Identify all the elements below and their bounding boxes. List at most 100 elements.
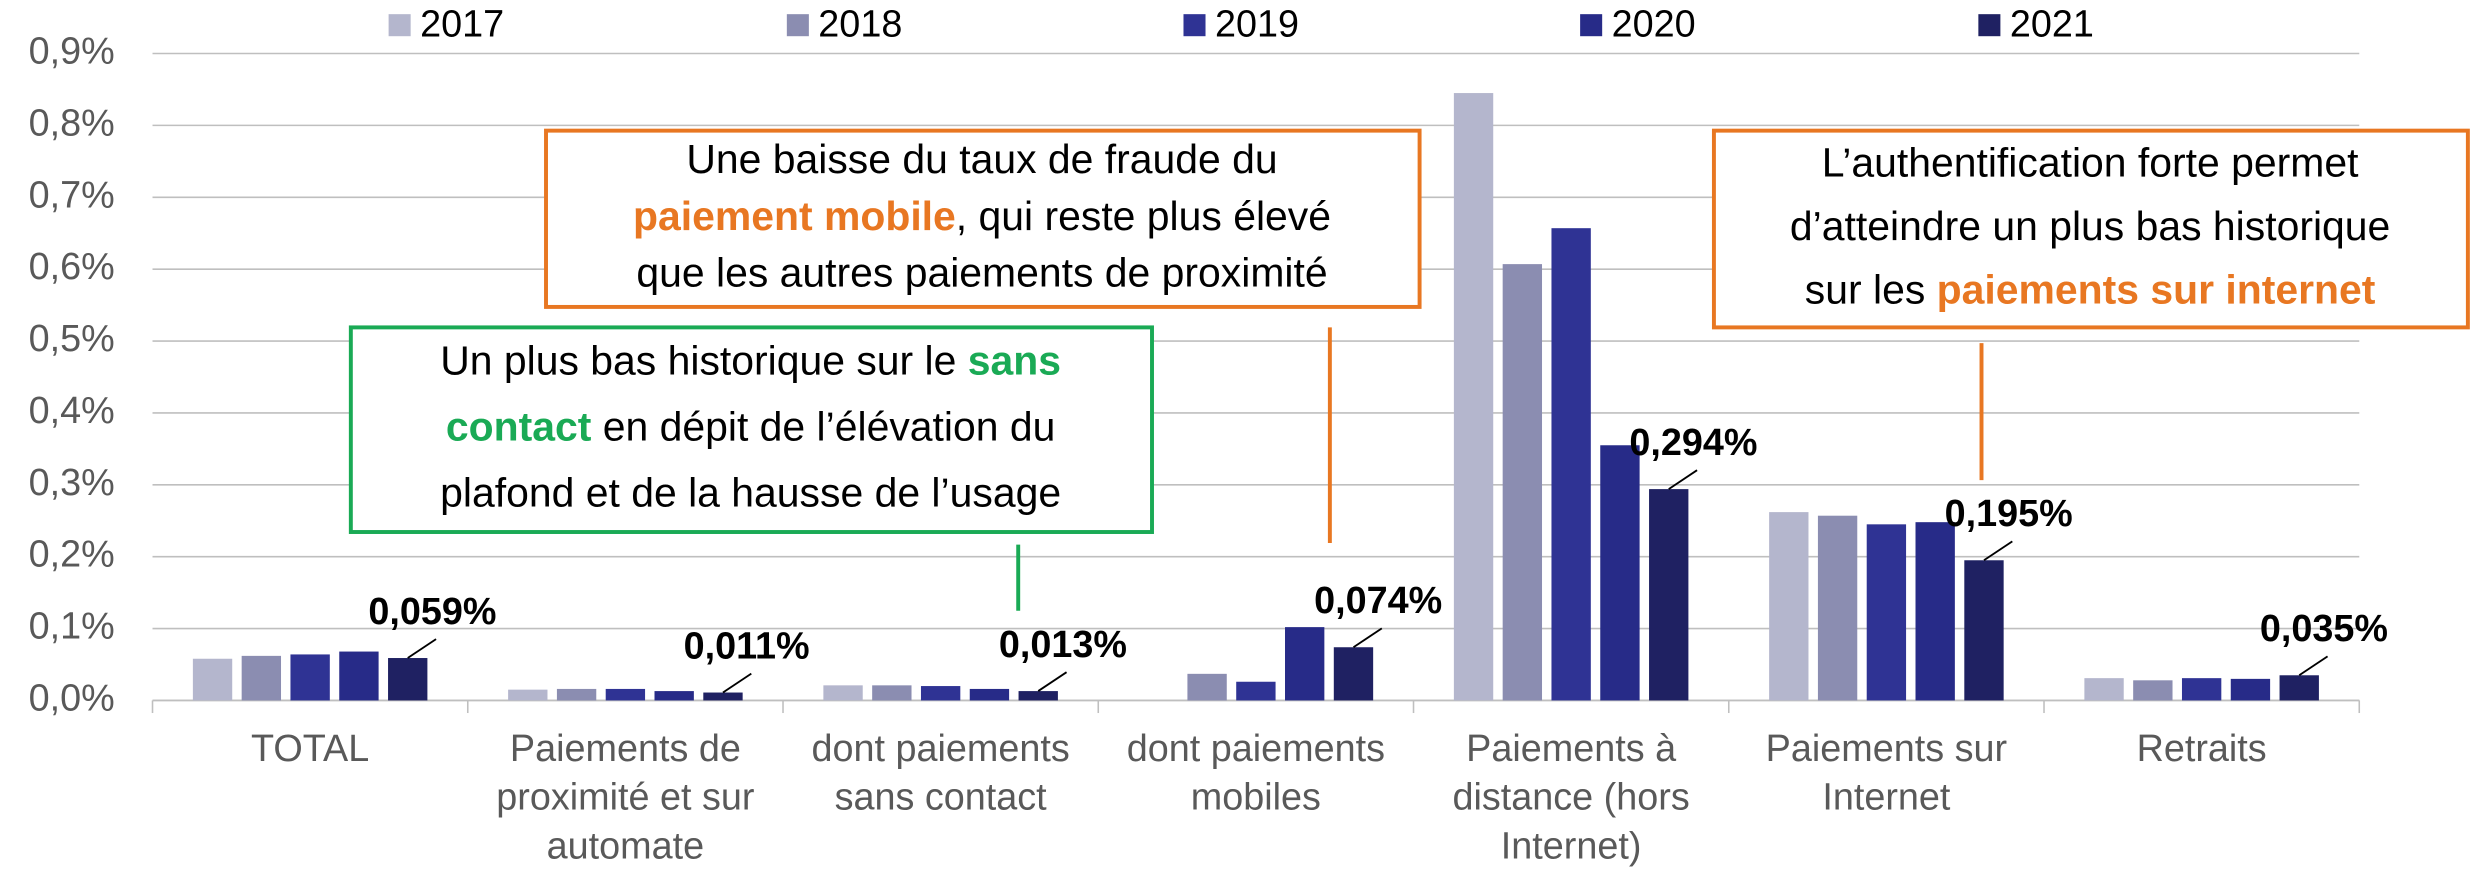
bar: [290, 654, 330, 701]
legend-label: 2019: [1215, 4, 1299, 46]
y-tick-label: 0,0%: [29, 677, 115, 719]
bar: [556, 688, 597, 701]
legend-swatch: [1580, 14, 1603, 37]
bar: [508, 689, 548, 701]
bar: [823, 685, 863, 701]
annotation-segment: , qui reste plus élevé: [956, 193, 1331, 239]
annotation-text: d’atteindre un plus bas historique: [1790, 203, 2390, 249]
x-tick-label: sans contact: [835, 777, 1048, 819]
data-label: 0,035%: [2260, 608, 2388, 650]
label-leader: [407, 638, 437, 659]
annotation-segment: Une baisse du taux de fraude du: [686, 136, 1277, 182]
bar: [2230, 678, 2271, 701]
data-label: 0,059%: [368, 591, 496, 633]
annotation-segment: plafond et de la hausse de l’usage: [440, 470, 1061, 516]
bar: [192, 658, 233, 701]
annotation-segment: contact: [446, 404, 592, 450]
bar: [1551, 228, 1591, 701]
bar: [872, 685, 912, 701]
x-tick-label: Paiements à: [1466, 728, 1676, 770]
annotation-segment: en dépit de l’élévation du: [591, 404, 1055, 450]
bar: [1964, 560, 2004, 701]
annotation-text: plafond et de la hausse de l’usage: [440, 470, 1061, 516]
y-tick-label: 0,1%: [29, 606, 115, 648]
bar: [1502, 264, 1543, 701]
annotation-text: paiement mobile, qui reste plus élevé: [633, 193, 1331, 239]
bar: [1018, 691, 1058, 701]
legend-label: 2021: [2010, 4, 2094, 46]
legend-swatch: [786, 14, 809, 37]
x-tick-label: Paiements sur: [1766, 728, 2007, 770]
annotation-box: [1711, 128, 2470, 330]
bar: [1649, 489, 1689, 701]
annotation-text: Un plus bas historique sur le sans: [440, 338, 1061, 384]
annotation-segment: paiements sur internet: [1937, 266, 2376, 312]
x-tick-label: dont paiements: [1127, 728, 1385, 770]
bar: [1187, 673, 1227, 701]
x-tick-label: TOTAL: [251, 728, 369, 770]
annotation-segment: paiement mobile: [633, 193, 956, 239]
bar: [654, 691, 694, 701]
legend-label: 2017: [420, 4, 504, 46]
y-tick-label: 0,3%: [29, 462, 115, 504]
y-tick-label: 0,5%: [29, 318, 115, 360]
annotation-segment: L’authentification forte permet: [1822, 139, 2359, 185]
label-leader: [1352, 627, 1383, 649]
data-label: 0,294%: [1629, 422, 1757, 464]
bar: [241, 655, 282, 701]
annotation-segment: sans: [968, 338, 1061, 384]
bar: [703, 692, 743, 701]
bar: [2279, 675, 2319, 701]
bar: [605, 688, 646, 701]
x-tick-label: Paiements de: [510, 728, 741, 770]
legend-label: 2018: [818, 4, 902, 46]
y-tick-label: 0,8%: [29, 102, 115, 144]
y-tick-label: 0,9%: [29, 31, 115, 73]
y-tick-label: 0,2%: [29, 534, 115, 576]
legend-swatch: [1183, 14, 1206, 37]
annotation-text: contact en dépit de l’élévation du: [446, 404, 1055, 450]
x-tick-label: dont paiements: [812, 728, 1070, 770]
bar: [2181, 678, 2222, 701]
label-leader: [1668, 469, 1698, 490]
annotation-text: Une baisse du taux de fraude du: [686, 136, 1277, 182]
x-tick-label: Retraits: [2137, 728, 2267, 770]
data-label: 0,074%: [1314, 580, 1442, 622]
bar: [920, 686, 961, 701]
label-leader: [1037, 671, 1068, 692]
bar: [1236, 681, 1276, 701]
label-leader: [1983, 540, 2013, 562]
y-tick-label: 0,6%: [29, 246, 115, 288]
bar: [1915, 522, 1955, 701]
bar: [2084, 678, 2124, 701]
x-tick-label: Internet: [1822, 777, 1951, 819]
data-label: 0,195%: [1945, 493, 2073, 535]
y-tick-label: 0,4%: [29, 390, 115, 432]
bar: [1769, 512, 1809, 701]
x-tick-label: Internet): [1501, 825, 1642, 867]
data-label: 0,013%: [999, 624, 1127, 666]
annotation-box: [348, 325, 1154, 534]
legend-label: 2020: [1612, 4, 1696, 46]
bar: [1285, 627, 1325, 701]
annotation-segment: que les autres paiements de proximité: [636, 249, 1327, 295]
legend-swatch: [388, 14, 411, 37]
bar: [1333, 647, 1374, 701]
annotation-text: sur les paiements sur internet: [1805, 266, 2376, 312]
bar: [1600, 445, 1640, 701]
annotation-segment: d’atteindre un plus bas historique: [1790, 203, 2390, 249]
bar: [1453, 93, 1494, 701]
annotation-text: que les autres paiements de proximité: [636, 249, 1327, 295]
bar: [339, 651, 379, 701]
bar: [1817, 515, 1858, 701]
annotation-segment: Un plus bas historique sur le: [440, 338, 968, 384]
bar: [388, 658, 428, 701]
bar: [969, 688, 1010, 701]
annotation-text: L’authentification forte permet: [1822, 139, 2359, 185]
data-label: 0,011%: [684, 625, 810, 667]
label-leader: [722, 672, 752, 694]
x-tick-label: distance (hors: [1453, 777, 1690, 819]
label-leader: [2298, 655, 2329, 677]
legend-swatch: [1978, 14, 2001, 37]
